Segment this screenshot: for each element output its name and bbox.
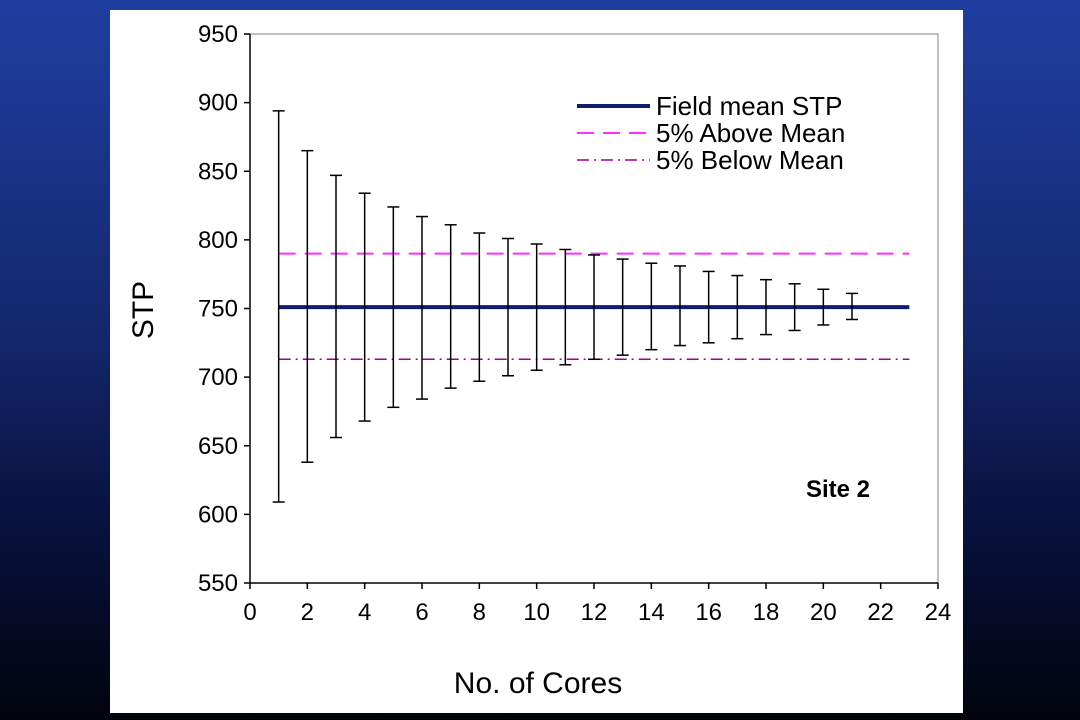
y-tick-label: 600 [198, 501, 238, 528]
x-tick-label: 14 [638, 599, 665, 626]
x-axis-title: No. of Cores [454, 667, 622, 700]
y-tick-label: 750 [198, 296, 238, 323]
y-tick-label: 700 [198, 364, 238, 391]
x-tick-label: 4 [358, 599, 371, 626]
x-tick-label: 10 [523, 599, 550, 626]
x-tick-label: 24 [925, 599, 952, 626]
y-tick-label: 950 [198, 21, 238, 48]
x-tick-label: 16 [695, 599, 722, 626]
x-tick-label: 22 [867, 599, 894, 626]
y-tick-label: 650 [198, 433, 238, 460]
x-tick-label: 20 [810, 599, 837, 626]
y-tick-label: 800 [198, 227, 238, 254]
y-tick-label: 850 [198, 158, 238, 185]
x-tick-label: 6 [415, 599, 428, 626]
x-tick-label: 18 [753, 599, 780, 626]
x-tick-label: 2 [301, 599, 314, 626]
legend-label-2: 5% Below Mean [656, 145, 844, 175]
legend-label-0: Field mean STP [656, 91, 842, 121]
y-axis-title: STP [127, 281, 160, 339]
x-tick-label: 12 [581, 599, 608, 626]
x-tick-label: 8 [473, 599, 486, 626]
chart-panel: 550 600 650 700 750 800 850 900 950 0 2 4 6 8 10 12 14 16… [110, 10, 963, 713]
x-tick-label: 0 [243, 599, 256, 626]
site-annotation: Site 2 [806, 476, 870, 503]
y-tick-label: 550 [198, 570, 238, 597]
legend-label-1: 5% Above Mean [656, 118, 845, 148]
y-tick-label: 900 [198, 90, 238, 117]
